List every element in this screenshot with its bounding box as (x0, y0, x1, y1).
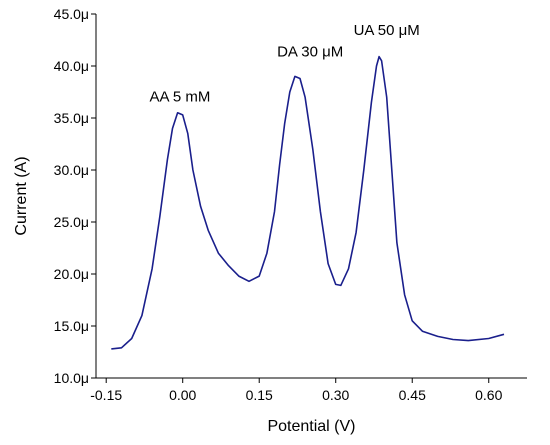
y-tick-label: 15.0μ (54, 318, 89, 334)
x-tick-label: 0.60 (475, 387, 502, 403)
y-tick-label: 10.0μ (54, 370, 89, 386)
x-axis-label: Potential (V) (267, 418, 355, 435)
peak-annotation: UA 50 μM (354, 22, 420, 39)
y-tick-label: 35.0μ (54, 110, 89, 126)
peak-annotation: AA 5 mM (150, 88, 211, 105)
y-tick-label: 20.0μ (54, 266, 89, 282)
y-tick-label: 25.0μ (54, 214, 89, 230)
series-line (111, 55, 505, 350)
y-tick-label: 40.0μ (54, 58, 89, 74)
y-axis-label: Current (A) (13, 156, 30, 235)
axes: 10.0μ 15.0μ 20.0μ 25.0μ 30.0μ 35.0μ 40.0μ 45.0μ… (54, 6, 527, 403)
y-tick-label: 45.0μ (54, 6, 89, 22)
x-tick-label: 0.15 (246, 387, 273, 403)
x-tick-label: -0.15 (90, 387, 122, 403)
x-tick-label: 0.45 (399, 387, 426, 403)
x-tick-label: 0.00 (169, 387, 196, 403)
annotations: AA 5 mM DA 30 μM UA 50 μM (150, 22, 420, 106)
x-tick-label: 0.30 (322, 387, 349, 403)
peak-annotation: DA 30 μM (277, 44, 343, 61)
y-tick-label: 30.0μ (54, 162, 89, 178)
plot-area (111, 55, 505, 350)
